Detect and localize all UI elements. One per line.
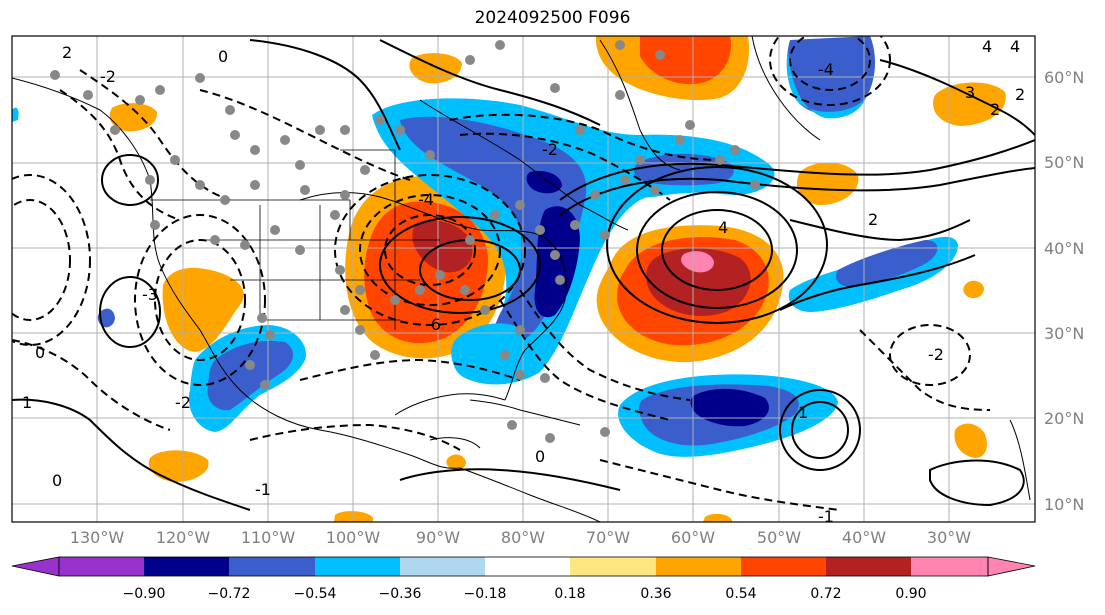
contour-label: 0 bbox=[52, 471, 62, 490]
anomaly-negative-east-us-core bbox=[534, 206, 580, 318]
anomaly-positive-small-tropics bbox=[446, 454, 466, 470]
lon-label: 130°W bbox=[69, 528, 125, 547]
contour-label: 2 bbox=[1015, 85, 1025, 104]
lon-label: 50°W bbox=[756, 528, 802, 547]
contour-label: 4 bbox=[718, 218, 728, 237]
lat-label: 10°N bbox=[1044, 495, 1085, 514]
solid-contours bbox=[12, 39, 1035, 511]
contour-label: -2 bbox=[100, 67, 116, 86]
colorbar-bin bbox=[656, 557, 741, 576]
contour-label: -4 bbox=[818, 60, 834, 79]
anomaly-peak-atlantic bbox=[681, 251, 714, 273]
anomaly-positive-northeast-atlantic bbox=[932, 82, 1006, 126]
lat-label: 50°N bbox=[1044, 153, 1085, 172]
lat-label: 60°N bbox=[1044, 68, 1085, 87]
contour-label: 2 bbox=[990, 100, 1000, 119]
colorbar-tick-label: 0.72 bbox=[810, 586, 842, 602]
contour-label: 4 bbox=[982, 37, 992, 56]
lat-label: 20°N bbox=[1044, 409, 1085, 428]
colorbar-bin bbox=[400, 557, 485, 576]
anomaly-positive-azores bbox=[963, 280, 984, 299]
colorbar-tick-label: 0.18 bbox=[554, 586, 586, 602]
anomaly-negative-tropical-atlantic-core bbox=[690, 388, 769, 427]
contour-label: -4 bbox=[418, 190, 434, 209]
anomaly-negative-labrador-mid bbox=[634, 153, 734, 186]
lon-label: 70°W bbox=[585, 528, 631, 547]
contour-label: 2 bbox=[868, 210, 878, 229]
marker-dots bbox=[50, 40, 760, 443]
anomaly-positive-bottom-right bbox=[703, 513, 732, 522]
contour-label: 4 bbox=[1010, 37, 1020, 56]
map-frame bbox=[11, 35, 1036, 523]
colorbar-extend-high bbox=[987, 556, 1036, 577]
anomaly-positive-alaska-south bbox=[109, 103, 158, 132]
coastlines bbox=[12, 36, 1031, 522]
colorbar bbox=[11, 556, 1036, 577]
colorbar-bin bbox=[485, 557, 570, 576]
colorbar-tick-label: 0.54 bbox=[725, 586, 757, 602]
contour-label: 0 bbox=[535, 447, 545, 466]
contour-label: -2 bbox=[928, 345, 944, 364]
lon-label: 90°W bbox=[415, 528, 461, 547]
anomaly-negative-greenland bbox=[786, 36, 875, 116]
contour-label: 2 bbox=[62, 43, 72, 62]
contour-labels: 0 2 -2 4 -4 3 -3 1 -1 2 -2 0 4 -4 -6 2 -… bbox=[22, 37, 1025, 526]
lon-label: 80°W bbox=[500, 528, 546, 547]
colorbar-tick-label: 0.36 bbox=[640, 586, 672, 602]
contour-label: -6 bbox=[425, 315, 441, 334]
anomaly-strong-north-atlantic bbox=[640, 36, 731, 85]
contour-label: -1 bbox=[818, 507, 834, 526]
anomaly-negative-mexico-mid bbox=[207, 340, 294, 411]
lon-label: 60°W bbox=[670, 528, 716, 547]
lat-label: 40°N bbox=[1044, 239, 1085, 258]
anomaly-positive-pacific-south bbox=[148, 450, 209, 482]
colorbar-bin bbox=[570, 557, 656, 576]
colorbar-extend-low bbox=[11, 556, 60, 577]
lon-label: 30°W bbox=[926, 528, 972, 547]
contour-label: 0 bbox=[218, 47, 228, 66]
contour-label: -3 bbox=[142, 285, 158, 304]
contour-label: -1 bbox=[255, 480, 271, 499]
contour-label: 3 bbox=[965, 83, 975, 102]
anomaly-max-central-us bbox=[412, 220, 473, 273]
lon-label: 110°W bbox=[240, 528, 296, 547]
contour-label: 1 bbox=[22, 393, 32, 412]
contour-label: 0 bbox=[35, 343, 45, 362]
contour-label: -2 bbox=[175, 393, 191, 412]
colorbar-tick-label: −0.90 bbox=[122, 586, 166, 602]
colorbar-bin bbox=[315, 557, 400, 576]
graticule bbox=[12, 36, 1035, 522]
colorbar-bin bbox=[911, 557, 988, 576]
lat-label: 30°N bbox=[1044, 324, 1085, 343]
colorbar-tick-label: −0.36 bbox=[378, 586, 422, 602]
contour-label: 1 bbox=[798, 403, 808, 422]
anomaly-negative-mid-atlantic-east-mid bbox=[835, 240, 938, 288]
state-borders bbox=[150, 149, 440, 330]
colorbar-tick-label: −0.72 bbox=[207, 586, 251, 602]
lon-label: 120°W bbox=[155, 528, 211, 547]
colorbar-tick-label: −0.18 bbox=[463, 586, 507, 602]
colorbar-bin bbox=[59, 557, 144, 576]
contour-label: -2 bbox=[542, 140, 558, 159]
colorbar-bin bbox=[826, 557, 911, 576]
anomaly-negative-bc-coast bbox=[12, 107, 19, 122]
anomaly-negative-hudson-core bbox=[526, 170, 562, 194]
colorbar-bin bbox=[229, 557, 315, 576]
lon-label: 40°W bbox=[841, 528, 887, 547]
colorbar-tick-label: 0.90 bbox=[895, 586, 927, 602]
lon-label: 100°W bbox=[325, 528, 381, 547]
colorbar-tick-label: −0.54 bbox=[293, 586, 337, 602]
colorbar-bin bbox=[741, 557, 826, 576]
anomaly-shading bbox=[12, 36, 1006, 522]
map-title: 2024092500 F096 bbox=[474, 8, 631, 28]
anomaly-positive-africa-west bbox=[954, 423, 987, 458]
colorbar-bin bbox=[144, 557, 229, 576]
